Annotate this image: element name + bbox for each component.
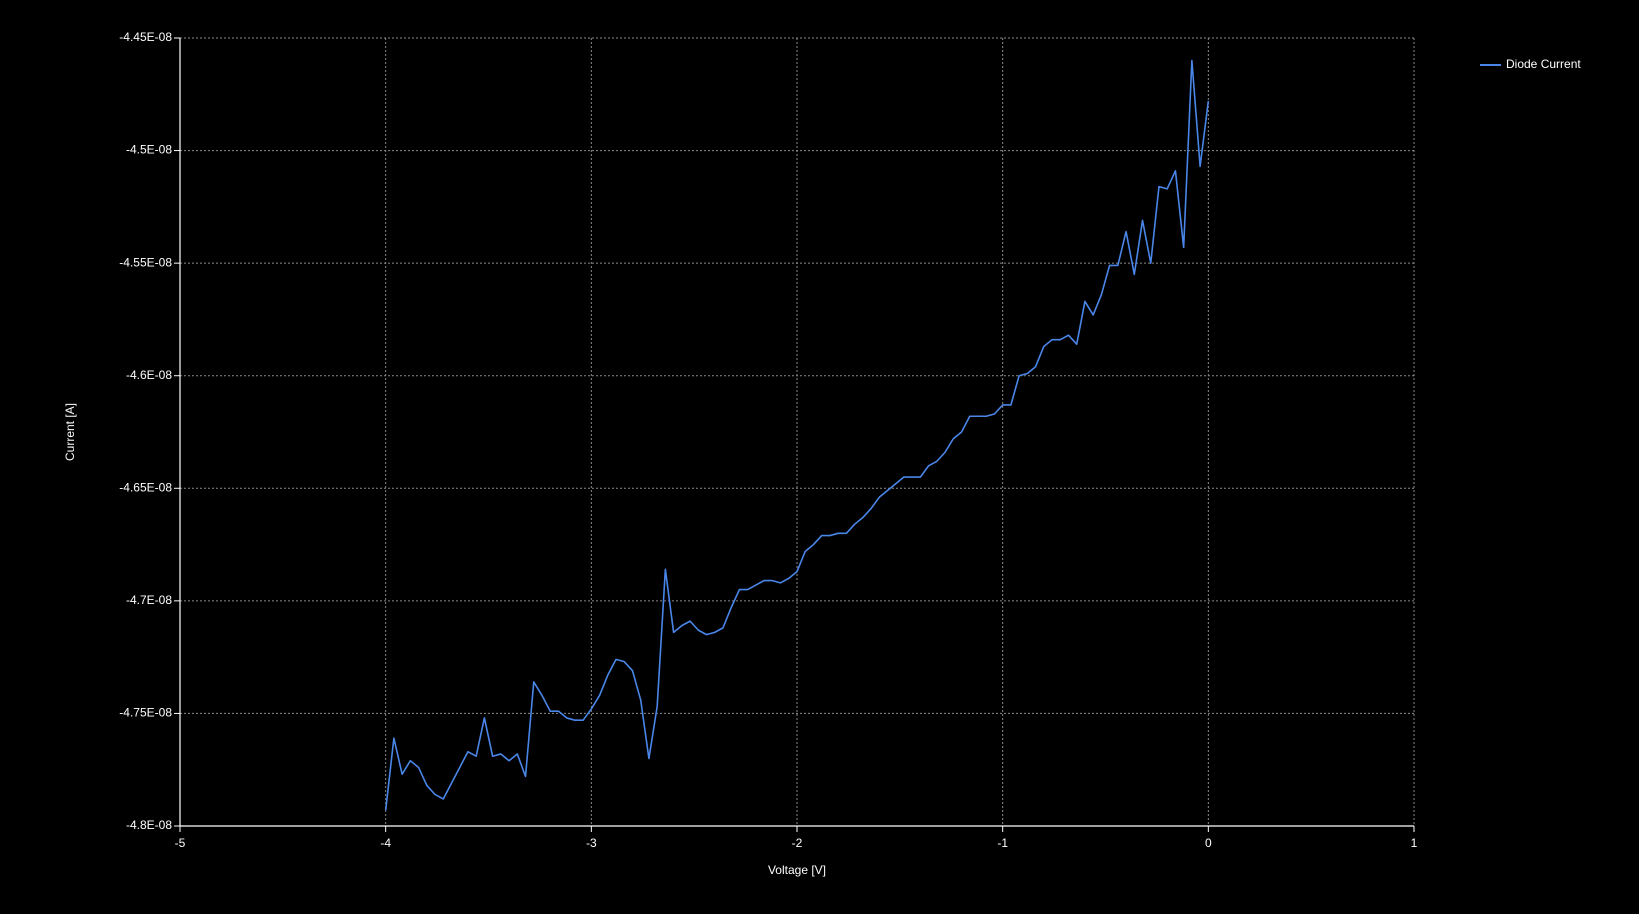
y-axis-title: Current [A] <box>63 403 77 461</box>
x-tick-label: -2 <box>792 836 803 850</box>
y-tick-label: -4.45E-08 <box>119 30 172 44</box>
x-tick-label: -3 <box>586 836 597 850</box>
y-tick-label: -4.7E-08 <box>126 593 172 607</box>
x-tick-label: -1 <box>997 836 1008 850</box>
x-tick-label: -5 <box>175 836 186 850</box>
y-tick-label: -4.75E-08 <box>119 706 172 720</box>
y-tick-label: -4.5E-08 <box>126 143 172 157</box>
legend-label: Diode Current <box>1506 57 1581 71</box>
y-tick-label: -4.8E-08 <box>126 818 172 832</box>
x-tick-label: 1 <box>1411 836 1418 850</box>
y-tick-label: -4.6E-08 <box>126 368 172 382</box>
y-tick-label: -4.55E-08 <box>119 255 172 269</box>
y-tick-label: -4.65E-08 <box>119 480 172 494</box>
x-tick-label: 0 <box>1205 836 1212 850</box>
x-axis-title: Voltage [V] <box>768 863 826 877</box>
x-tick-label: -4 <box>380 836 391 850</box>
data-line <box>384 59 1210 811</box>
